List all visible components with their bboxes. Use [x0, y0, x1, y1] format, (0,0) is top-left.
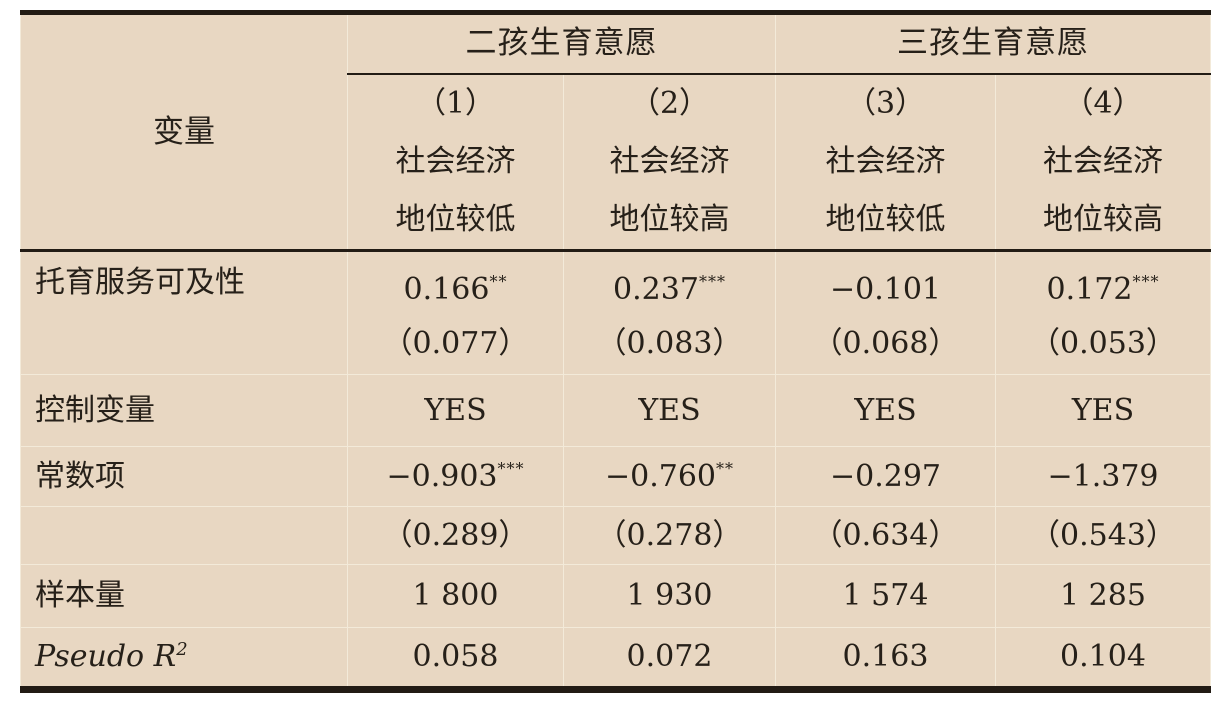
column-label-line1: 社会经济: [825, 143, 946, 179]
column-number: （4）: [1063, 85, 1143, 121]
cell-accessibility-col2: 0.237*** （0.083）: [563, 250, 776, 375]
significance-stars: ***: [698, 272, 726, 292]
cell-constant-col3: −0.297: [775, 446, 996, 507]
column-label-line2: 地位较低: [825, 201, 946, 237]
table-row-controls: 控制变量 YES YES YES YES: [20, 374, 1211, 447]
row-label-constant: 常数项: [20, 446, 348, 507]
column-number: （1）: [415, 85, 496, 121]
coefficient-value: −0.903: [386, 458, 498, 494]
coefficient-value: 0.166: [403, 272, 490, 307]
column-label-line2: 地位较低: [395, 201, 516, 237]
significance-stars: **: [489, 272, 508, 292]
table-row-pseudo-r2: Pseudo R2 0.058 0.072 0.163 0.104: [20, 627, 1211, 690]
cell-constant-se-col4: （0.543）: [995, 506, 1211, 565]
column-label-line1: 社会经济: [609, 143, 730, 179]
standard-error: （0.077）: [382, 326, 529, 361]
cell-sample-col1: 1 800: [347, 564, 564, 628]
column-number: （3）: [845, 85, 926, 121]
group-header-second-child: 二孩生育意愿: [347, 12, 776, 75]
coefficient-value: −0.297: [829, 458, 942, 494]
cell-sample-col3: 1 574: [775, 564, 996, 628]
cell-pseudo-col4: 0.104: [995, 627, 1211, 690]
column-label-line2: 地位较高: [609, 201, 730, 237]
cell-controls-col3: YES: [775, 374, 996, 447]
table-row-sample-size: 样本量 1 800 1 930 1 574 1 285: [20, 564, 1211, 628]
significance-stars: ***: [1132, 272, 1160, 292]
table-row-constant-se: （0.289） （0.278） （0.634） （0.543）: [20, 506, 1211, 565]
group-header-row: 变量 二孩生育意愿 三孩生育意愿: [20, 12, 1211, 252]
coefficient-value: −1.379: [1047, 458, 1159, 494]
table-row-constant: 常数项 −0.903*** −0.760** −0.297 −1.379: [20, 446, 1211, 507]
cell-controls-col2: YES: [563, 374, 776, 447]
row-label-controls: 控制变量: [20, 374, 348, 447]
column-header-1: （1） 社会经济 地位较低: [347, 73, 564, 252]
cell-sample-col4: 1 285: [995, 564, 1211, 628]
column-header-2: （2） 社会经济 地位较高: [563, 73, 776, 252]
column-subheader-row: （1） 社会经济 地位较低 （2） 社会经济 地位较高 （3） 社会经济 地位较…: [21, 73, 1211, 252]
cell-accessibility-col1: 0.166** （0.077）: [347, 250, 564, 375]
table-row-accessibility: 托育服务可及性 0.166** （0.077） 0.237*** （0.083）…: [20, 250, 1211, 375]
column-header-3: （3） 社会经济 地位较低: [775, 73, 996, 252]
row-label-sample-size: 样本量: [20, 564, 348, 628]
regression-table-wrapper: 变量 二孩生育意愿 三孩生育意愿 （1） 社会经济 地位较低 （2） 社会经济 …: [20, 10, 1211, 693]
significance-stars: **: [716, 458, 735, 478]
coefficient-value: −0.760: [604, 458, 717, 494]
cell-accessibility-col3: −0.101 （0.068）: [775, 250, 996, 375]
significance-stars: ***: [497, 458, 525, 478]
standard-error: （0.083）: [596, 326, 743, 361]
cell-constant-se-col1: （0.289）: [347, 506, 564, 565]
column-number: （2）: [629, 85, 710, 121]
cell-constant-se-col3: （0.634）: [775, 506, 996, 565]
column-label-line1: 社会经济: [1043, 143, 1163, 179]
cell-sample-col2: 1 930: [563, 564, 776, 628]
cell-constant-col4: −1.379: [995, 446, 1211, 507]
cell-accessibility-col4: 0.172*** （0.053）: [995, 250, 1211, 375]
row-label-pseudo-r2: Pseudo R2: [20, 627, 348, 690]
coefficient-value: −0.101: [829, 272, 942, 307]
variable-column-header: 变量: [20, 12, 348, 252]
regression-results-table: 变量 二孩生育意愿 三孩生育意愿 （1） 社会经济 地位较低 （2） 社会经济 …: [20, 10, 1211, 693]
column-label-line2: 地位较高: [1043, 201, 1163, 237]
cell-controls-col1: YES: [347, 374, 564, 447]
group-header-third-child: 三孩生育意愿: [775, 12, 1211, 75]
cell-pseudo-col2: 0.072: [563, 627, 776, 690]
cell-constant-col1: −0.903***: [347, 446, 564, 507]
column-label-line1: 社会经济: [395, 143, 516, 179]
cell-constant-col2: −0.760**: [563, 446, 776, 507]
cell-pseudo-col1: 0.058: [347, 627, 564, 690]
column-header-4: （4） 社会经济 地位较高: [995, 73, 1211, 252]
cell-pseudo-col3: 0.163: [775, 627, 996, 690]
coefficient-value: 0.172: [1046, 272, 1133, 307]
row-label-accessibility: 托育服务可及性: [20, 250, 348, 375]
standard-error: （0.053）: [1030, 326, 1176, 361]
coefficient-value: 0.237: [613, 272, 699, 307]
cell-constant-se-col2: （0.278）: [563, 506, 776, 565]
standard-error: （0.068）: [812, 326, 959, 361]
cell-controls-col4: YES: [995, 374, 1211, 447]
row-label-empty: [20, 506, 348, 565]
